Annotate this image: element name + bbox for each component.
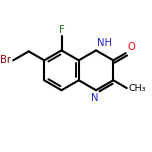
Text: N: N	[91, 93, 99, 103]
Text: NH: NH	[97, 38, 112, 48]
Text: CH₃: CH₃	[129, 85, 146, 93]
Text: Br: Br	[0, 55, 11, 65]
Text: O: O	[127, 42, 135, 52]
Text: F: F	[59, 25, 64, 35]
